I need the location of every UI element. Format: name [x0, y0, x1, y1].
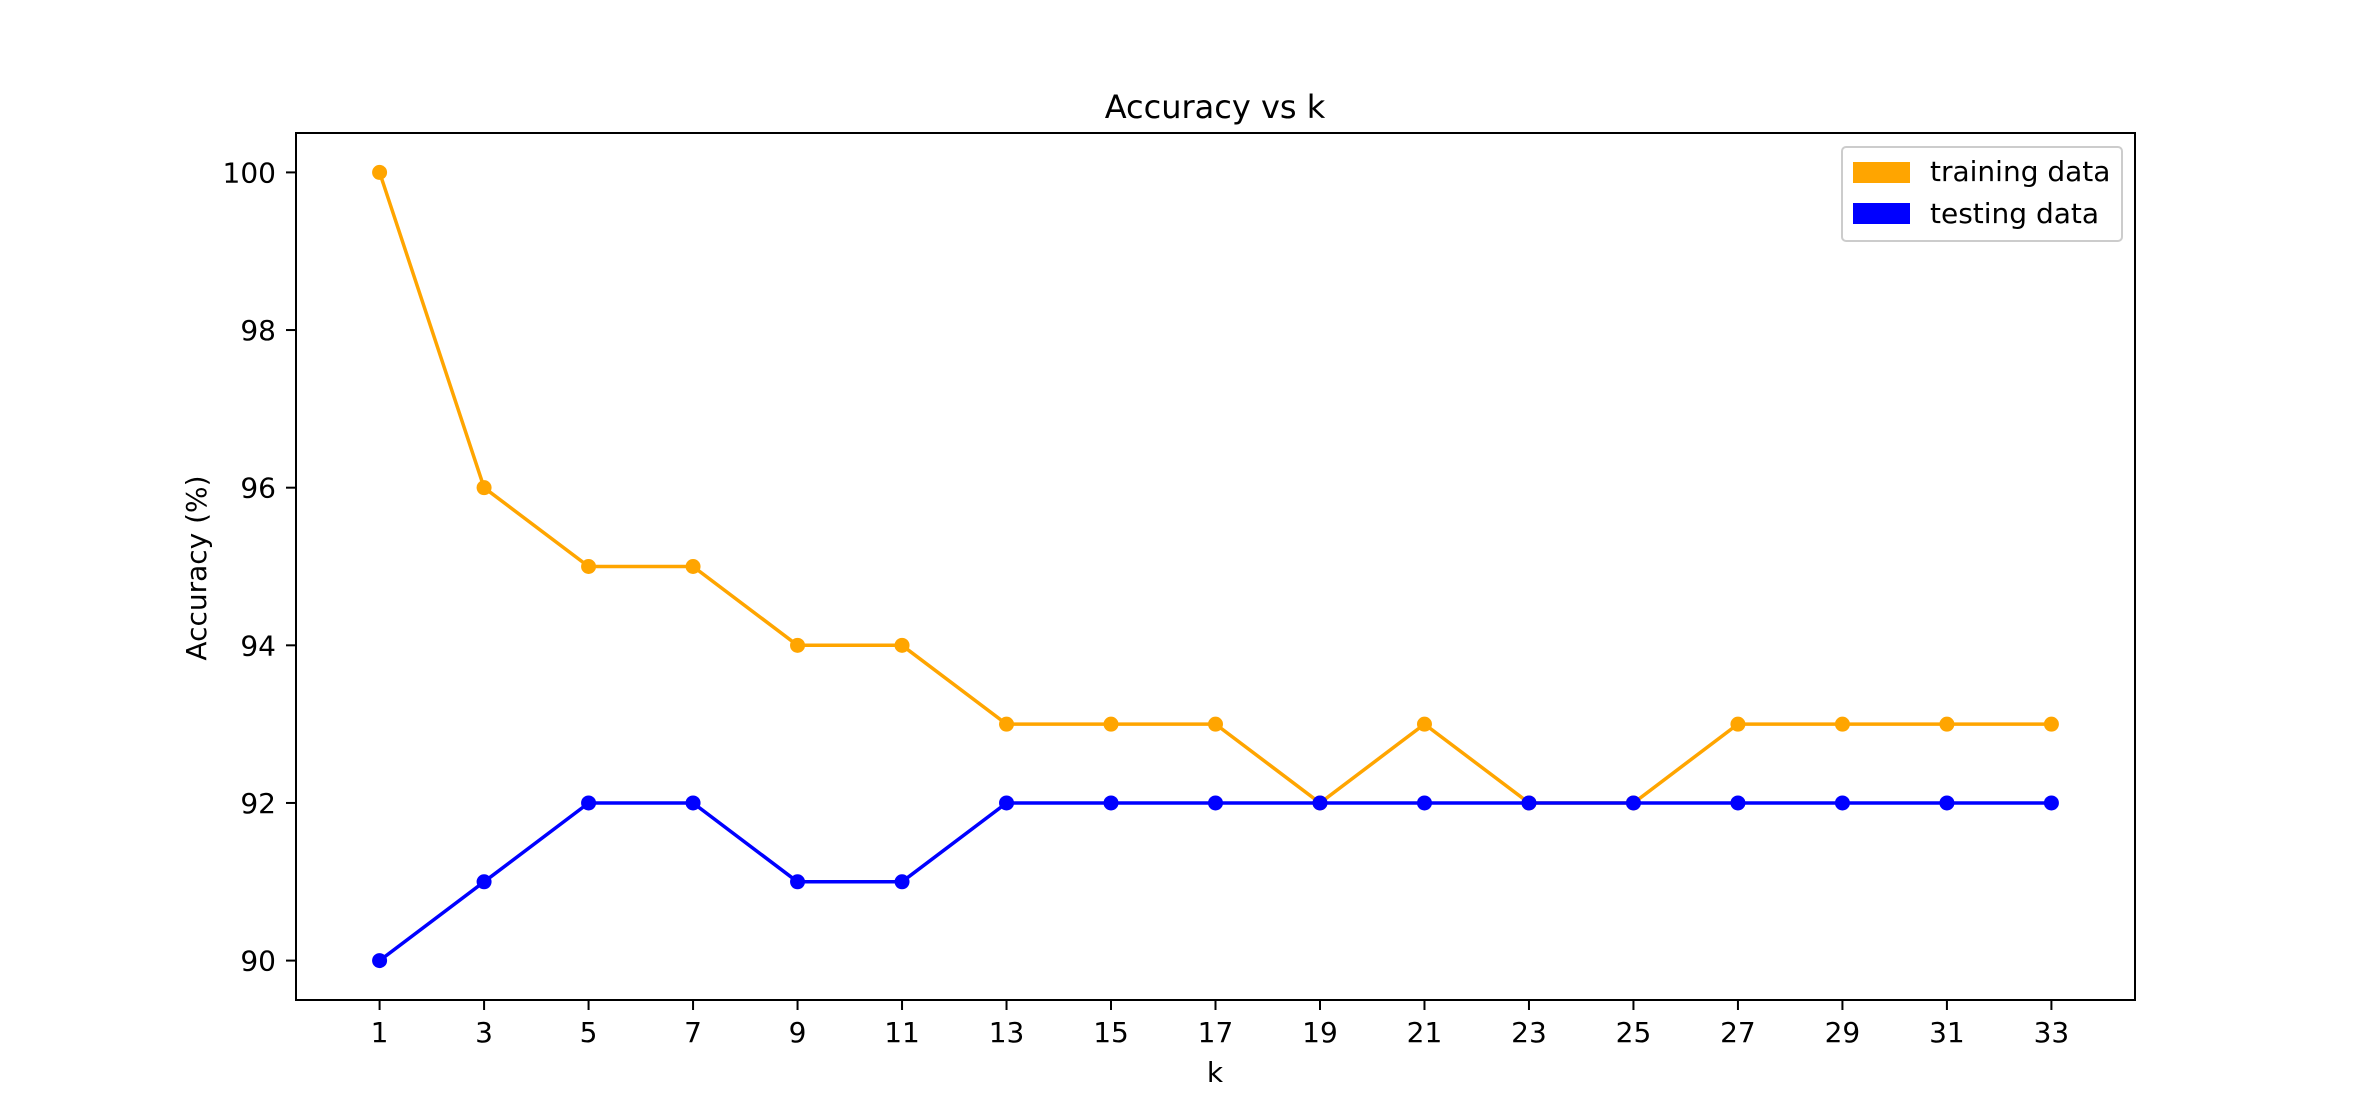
x-tick-label: 17: [1198, 1016, 1234, 1049]
x-tick-label: 9: [789, 1016, 807, 1049]
data-point-testing-data: [1625, 795, 1641, 811]
data-point-testing-data: [1208, 795, 1223, 811]
x-tick-label: 7: [684, 1016, 702, 1049]
y-axis-ticks: 90 92 94 96 98 100: [223, 156, 296, 978]
x-tick-label: 27: [1720, 1016, 1756, 1049]
data-point-testing-data: [1834, 795, 1850, 811]
data-point-testing-data: [1939, 795, 1955, 811]
x-tick-label: 1: [371, 1016, 389, 1049]
data-point-testing-data: [1730, 795, 1746, 811]
data-point-training-data: [1939, 716, 1955, 732]
y-tick-label: 94: [240, 629, 276, 662]
x-tick-label: 29: [1825, 1016, 1861, 1049]
legend-swatch-testing: [1853, 203, 1910, 224]
data-point-testing-data: [476, 874, 492, 890]
x-axis-label: k: [1207, 1056, 1224, 1089]
data-point-training-data: [581, 559, 597, 574]
y-tick-label: 100: [223, 156, 276, 189]
y-tick-label: 98: [240, 314, 276, 347]
plot-frame: [295, 132, 2136, 1001]
legend-label-training: training data: [1930, 155, 2110, 188]
data-point-training-data: [790, 637, 806, 653]
y-tick-label: 90: [240, 945, 276, 978]
data-point-testing-data: [581, 795, 597, 811]
x-axis-ticks: 1 3 5 7 9 11 13 15 17 19 21 23 25 27 29 31 33: [371, 1000, 2070, 1049]
data-point-training-data: [685, 559, 701, 574]
x-tick-label: 21: [1407, 1016, 1443, 1049]
x-tick-label: 33: [2034, 1016, 2070, 1049]
y-tick-label: 92: [240, 787, 276, 820]
data-point-training-data: [999, 716, 1015, 732]
x-tick-label: 3: [475, 1016, 493, 1049]
series-line-testing-data: [378, 801, 2052, 962]
data-point-testing-data: [1312, 795, 1328, 811]
y-tick-label: 96: [240, 472, 276, 505]
plot-layer: [372, 164, 2059, 969]
data-point-training-data: [476, 480, 492, 496]
legend-label-testing: testing data: [1930, 197, 2099, 230]
data-point-training-data: [1730, 716, 1746, 732]
data-point-testing-data: [685, 795, 701, 811]
data-point-training-data: [1208, 716, 1223, 732]
series-line-training-data: [377, 171, 2052, 805]
x-tick-label: 15: [1093, 1016, 1129, 1049]
x-tick-label: 25: [1616, 1016, 1652, 1049]
data-point-training-data: [1834, 716, 1850, 732]
x-tick-label: 5: [580, 1016, 598, 1049]
data-point-testing-data: [1416, 795, 1432, 811]
x-tick-label: 13: [989, 1016, 1025, 1049]
chart-title: Accuracy vs k: [1105, 88, 1326, 126]
data-point-training-data: [1103, 716, 1119, 732]
data-point-training-data: [1416, 716, 1432, 732]
data-point-testing-data: [790, 874, 806, 890]
data-point-testing-data: [1103, 795, 1119, 811]
data-point-testing-data: [2043, 795, 2059, 811]
legend-swatch-training: [1853, 162, 1910, 183]
data-point-testing-data: [372, 953, 388, 969]
data-point-testing-data: [894, 874, 910, 890]
data-point-testing-data: [1521, 795, 1537, 811]
legend-box: [1841, 146, 2123, 242]
data-point-training-data: [372, 164, 388, 180]
x-tick-label: 11: [884, 1016, 920, 1049]
legend: training data testing data: [1841, 146, 2123, 242]
data-point-testing-data: [999, 795, 1015, 811]
x-tick-label: 31: [1929, 1016, 1965, 1049]
data-point-training-data: [2043, 716, 2059, 732]
y-axis-label: Accuracy (%): [180, 475, 213, 660]
x-tick-label: 23: [1511, 1016, 1547, 1049]
data-point-training-data: [894, 637, 910, 653]
x-tick-label: 19: [1302, 1016, 1338, 1049]
